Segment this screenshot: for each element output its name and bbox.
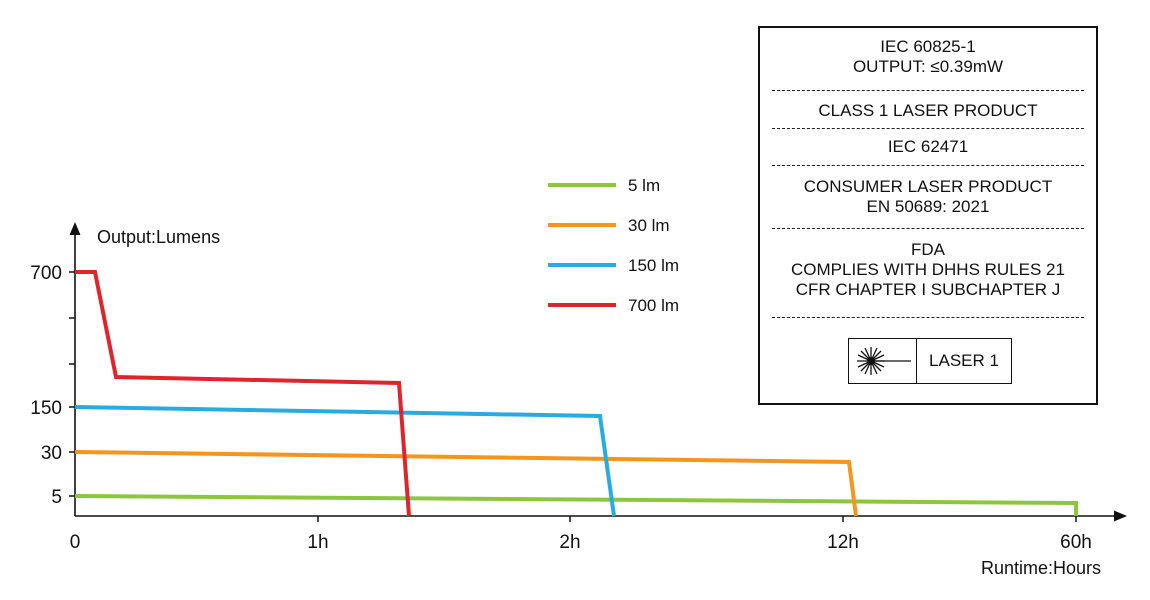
fda-section: FDA COMPLIES WITH DHHS RULES 21 CFR CHAP… [772, 240, 1084, 300]
x-tick-label: 2h [559, 532, 580, 553]
series-lines [74, 270, 1078, 517]
consumer-section: CONSUMER LASER PRODUCT EN 50689: 2021 [772, 177, 1084, 217]
en-standard-text: EN 50689: 2021 [866, 197, 990, 216]
consumer-text: CONSUMER LASER PRODUCT [803, 177, 1053, 196]
y-axis-title: Output:Lumens [97, 227, 220, 247]
laser-class-badge: LASER 1 [848, 338, 1012, 384]
y-tick-label: 700 [30, 263, 62, 284]
x-ticks: 0 1h 2h 12h 60h [70, 516, 1092, 553]
laser-1-text: LASER 1 [929, 351, 999, 370]
class1-section: CLASS 1 LASER PRODUCT [772, 101, 1084, 121]
fda-title: FDA [911, 240, 945, 259]
legend: 5 lm 30 lm 150 lm 700 lm [548, 176, 679, 315]
laser-starburst-icon [849, 339, 917, 383]
x-axis-title: Runtime:Hours [981, 558, 1101, 578]
series-line-700-lm [75, 270, 411, 517]
divider [772, 317, 1084, 318]
y-axis-arrow-icon [69, 222, 81, 235]
y-ticks: 700 150 30 5 [30, 263, 75, 508]
x-axis-arrow-icon [1114, 510, 1127, 522]
x-tick-label: 1h [307, 532, 328, 553]
iec-62471-text: IEC 62471 [887, 137, 969, 156]
divider [772, 165, 1084, 166]
laser-compliance-label: IEC 60825-1 OUTPUT: ≤0.39mW CLASS 1 LASE… [758, 26, 1098, 405]
legend-label: 5 lm [628, 176, 660, 195]
divider [772, 228, 1084, 229]
divider [772, 90, 1084, 91]
y-tick-label: 30 [41, 443, 62, 464]
series-line-150-lm [74, 405, 616, 517]
x-tick-label: 60h [1060, 532, 1092, 553]
output-rating: OUTPUT: ≤0.39mW [852, 57, 1004, 76]
chart-axes: Output:Lumens Runtime:Hours [69, 222, 1127, 578]
x-tick-label: 12h [827, 532, 859, 553]
x-tick-label: 0 [70, 532, 81, 553]
fda-line2: CFR CHAPTER I SUBCHAPTER J [795, 280, 1061, 299]
iec-62471-section: IEC 62471 [772, 137, 1084, 157]
divider [772, 128, 1084, 129]
legend-label: 30 lm [628, 216, 670, 235]
class1-text: CLASS 1 LASER PRODUCT [818, 101, 1038, 120]
iec-60825-section: IEC 60825-1 OUTPUT: ≤0.39mW [772, 37, 1084, 77]
series-line-30-lm [74, 450, 858, 517]
fda-line1: COMPLIES WITH DHHS RULES 21 [791, 260, 1065, 279]
series-line-5-lm [74, 494, 1078, 516]
y-tick-label: 150 [30, 398, 62, 419]
legend-label: 150 lm [628, 256, 679, 275]
y-tick-label: 5 [51, 487, 62, 508]
iec-60825-title: IEC 60825-1 [880, 37, 976, 56]
legend-label: 700 lm [628, 296, 679, 315]
